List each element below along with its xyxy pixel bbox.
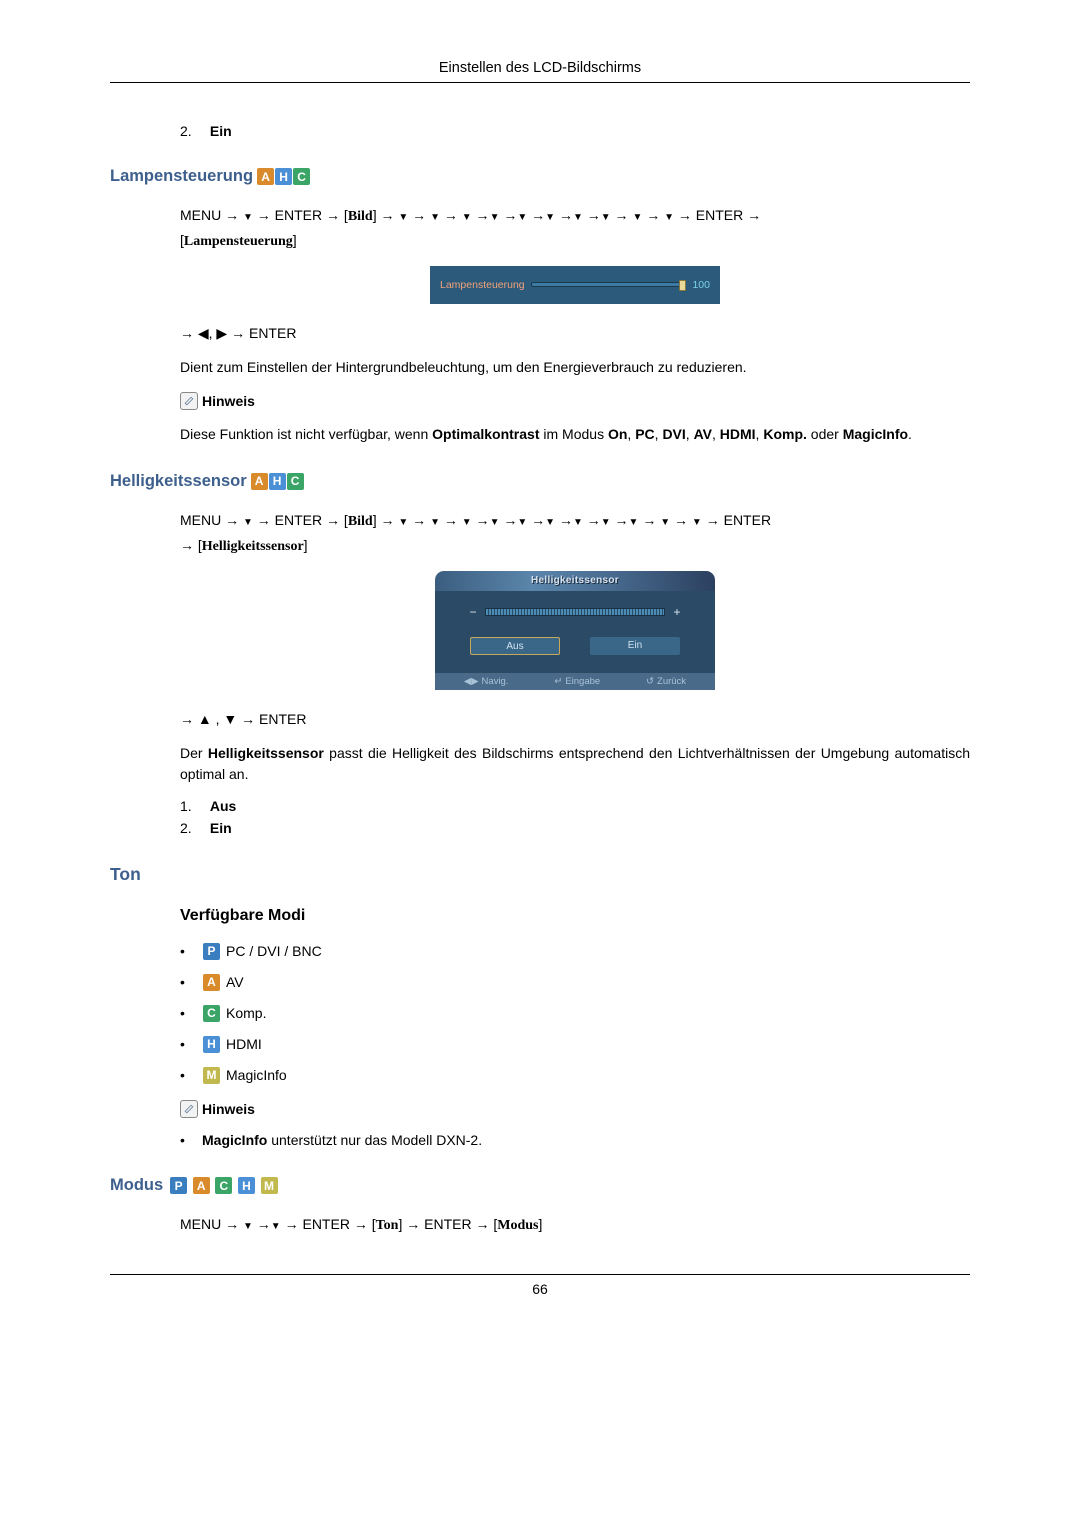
mode-label-pc: PC / DVI / BNC xyxy=(226,943,322,959)
heading-text: Helligkeitssensor xyxy=(110,472,247,491)
page-number: 66 xyxy=(532,1281,548,1297)
initial-ordered-list: 2. Ein xyxy=(180,123,970,139)
list-item: • H HDMI xyxy=(180,1036,970,1053)
note-row-ton: Hinweis xyxy=(180,1100,970,1118)
mode-label-komp: Komp. xyxy=(226,1005,266,1021)
badge-h-icon: H xyxy=(203,1036,220,1053)
badge-a-icon: A xyxy=(257,168,274,185)
foot-navig: ◀▶Navig. xyxy=(464,676,509,687)
list-number: 2. xyxy=(180,820,206,836)
osd-lamp-slider-handle xyxy=(679,280,686,291)
enter-icon: ↵ xyxy=(554,676,562,687)
sensor-ordered-list: 1. Aus 2. Ein xyxy=(180,798,970,836)
osd-sensor-track xyxy=(485,608,665,616)
modus-nav-path: MENU → ▼ →▼ → ENTER → [Ton] → ENTER → [M… xyxy=(180,1213,970,1238)
mode-label-hdmi: HDMI xyxy=(226,1036,262,1052)
pencil-note-icon xyxy=(180,1100,198,1118)
section-heading-helligkeitssensor: Helligkeitssensor A H C xyxy=(110,472,970,491)
badge-h-icon: H xyxy=(269,473,286,490)
section-heading-lampensteuerung: Lampensteuerung A H C xyxy=(110,167,970,186)
badge-h-icon: H xyxy=(238,1177,255,1194)
helligkeitssensor-bracket: Helligkeitssensor xyxy=(202,539,304,554)
list-number: 1. xyxy=(180,798,206,814)
sensor-description: Der Helligkeitssensor passt die Helligke… xyxy=(180,743,970,784)
badge-p-icon: P xyxy=(203,943,220,960)
mode-label-magicinfo: MagicInfo xyxy=(226,1067,287,1083)
badge-m-icon: M xyxy=(203,1067,220,1084)
heading-text: Modus xyxy=(110,1176,163,1195)
list-item: • P PC / DVI / BNC xyxy=(180,943,970,960)
foot-zurueck: ↺Zurück xyxy=(646,676,686,687)
main-heading-ton: Ton xyxy=(110,864,970,885)
osd-option-ein: Ein xyxy=(590,637,680,655)
note-bullet-list: • MagicInfo unterstützt nur das Modell D… xyxy=(180,1132,970,1148)
mode-label-av: AV xyxy=(226,974,244,990)
modus-bracket: Modus xyxy=(497,1218,538,1233)
osd-lamp-label: Lampensteuerung xyxy=(440,279,525,291)
osd-lamp-panel: Lampensteuerung 100 xyxy=(430,266,720,304)
badge-a-icon: A xyxy=(203,974,220,991)
minus-icon: − xyxy=(461,605,485,619)
osd-lamp-slider-track xyxy=(531,282,685,287)
badge-c-icon: C xyxy=(203,1005,220,1022)
note-rest: unterstützt nur das Modell DXN-2. xyxy=(267,1132,482,1148)
mode-list: • P PC / DVI / BNC • A AV • C Komp. • H … xyxy=(180,943,970,1084)
list-number: 2. xyxy=(180,123,206,139)
lamp-note-text: Diese Funktion ist nicht verfügbar, wenn… xyxy=(180,424,970,444)
back-icon: ↺ xyxy=(646,676,654,687)
osd-option-aus: Aus xyxy=(470,637,560,655)
badge-c-icon: C xyxy=(287,473,304,490)
sub-heading-verfuegbare-modi: Verfügbare Modi xyxy=(180,907,970,925)
list-item: • M MagicInfo xyxy=(180,1067,970,1084)
badge-p-icon: P xyxy=(170,1177,187,1194)
lampensteuerung-bracket: Lampensteuerung xyxy=(184,234,293,249)
lamp-description: Dient zum Einstellen der Hintergrundbele… xyxy=(180,357,970,377)
badge-a-icon: A xyxy=(193,1177,210,1194)
note-label: Hinweis xyxy=(202,393,255,409)
bild-bracket: Bild xyxy=(348,514,373,529)
badge-c-icon: C xyxy=(215,1177,232,1194)
list-item-ein: Ein xyxy=(210,820,232,836)
list-item-ein: Ein xyxy=(210,123,232,139)
navig-arrows-icon: ◀▶ xyxy=(464,676,479,687)
lamp-nav-path: MENU → ▼ → ENTER → [Bild] → ▼ → ▼ → ▼ →▼… xyxy=(180,204,970,254)
plus-icon: + xyxy=(665,605,689,619)
osd-lamp-value: 100 xyxy=(692,279,710,291)
heading-text: Lampensteuerung xyxy=(110,167,253,186)
osd-sensor-title: Helligkeitssensor xyxy=(435,571,715,591)
note-bold: MagicInfo xyxy=(202,1132,267,1148)
header-title: Einstellen des LCD-Bildschirms xyxy=(439,60,641,76)
badge-h-icon: H xyxy=(275,168,292,185)
osd-sensor-panel: Helligkeitssensor − + Aus Ein ◀▶Navig. ↵… xyxy=(435,571,715,690)
bild-bracket: Bild xyxy=(348,209,373,224)
note-row: Hinweis xyxy=(180,392,970,410)
foot-eingabe: ↵Eingabe xyxy=(554,676,600,687)
badge-m-icon: M xyxy=(261,1177,278,1194)
list-item: • MagicInfo unterstützt nur das Modell D… xyxy=(180,1132,970,1148)
list-item: • C Komp. xyxy=(180,1005,970,1022)
ton-bracket: Ton xyxy=(376,1218,399,1233)
section-heading-modus: Modus P A C H M xyxy=(110,1176,970,1195)
page-header: Einstellen des LCD-Bildschirms xyxy=(110,60,970,83)
sensor-nav-path: MENU → ▼ → ENTER → [Bild] → ▼ → ▼ → ▼ →▼… xyxy=(180,509,970,559)
list-item-aus: Aus xyxy=(210,798,236,814)
pencil-note-icon xyxy=(180,392,198,410)
lamp-nav2: → ◀, ▶ → ENTER xyxy=(180,322,970,346)
note-label: Hinweis xyxy=(202,1101,255,1117)
badge-c-icon: C xyxy=(293,168,310,185)
list-item: • A AV xyxy=(180,974,970,991)
page-footer: 66 xyxy=(110,1274,970,1297)
sensor-nav2: → ▲ , ▼ → ENTER xyxy=(180,708,970,732)
badge-a-icon: A xyxy=(251,473,268,490)
